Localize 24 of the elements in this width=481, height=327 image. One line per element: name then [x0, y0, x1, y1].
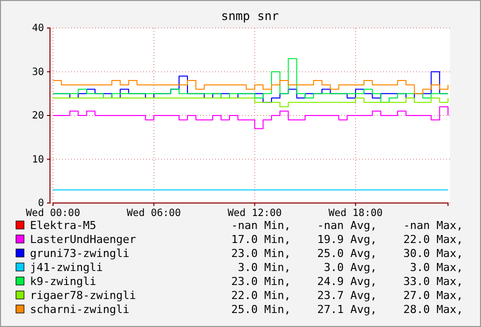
legend-label: LasterUndHaenger [30, 233, 136, 246]
x-tick-label: Wed 06:00 [126, 208, 181, 220]
text: 25.0 Min, 27.1 Avg, 28.0 Max, [218, 303, 463, 316]
text: 23.0 Min, 24.9 Avg, 33.0 Max, [218, 275, 463, 288]
y-tick-label: 20 [32, 110, 44, 122]
legend-label: gruni73-zwingli [30, 247, 130, 260]
y-tick-label: 40 [32, 23, 44, 34]
text: 23.0 Min, 25.0 Avg, 30.0 Max, [218, 247, 463, 260]
x-tick-label: Wed 00:00 [26, 208, 80, 220]
legend-label: Elektra-M5 [30, 219, 96, 232]
text: 17.0 Min, 19.9 Avg, 22.0 Max, [218, 233, 463, 246]
y-tick-label: 30 [32, 66, 44, 78]
x-tick-label: Wed 18:00 [328, 208, 383, 220]
text: -nan Min, -nan Avg, -nan Max, [218, 219, 463, 232]
legend-label: j41-zwingli [30, 261, 103, 274]
text: 3.0 Min, 3.0 Avg, 3.0 Max, [218, 261, 463, 274]
legend-label: rigaer78-zwingli [30, 289, 136, 302]
y-tick-label: 10 [32, 154, 44, 166]
text: 22.0 Min, 23.7 Avg, 27.0 Max, [218, 289, 463, 302]
legend-label: scharni-zwingli [30, 303, 130, 316]
x-tick-label: Wed 12:00 [228, 208, 282, 220]
y-tick-label: 0 [38, 198, 44, 210]
legend-label: k9-zwingli [30, 275, 96, 288]
chart-title: snmp snr [221, 9, 279, 23]
